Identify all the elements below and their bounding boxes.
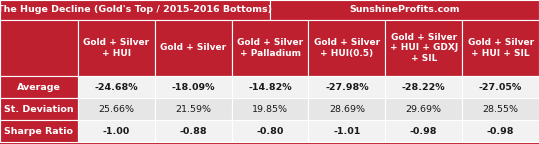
Text: 28.69%: 28.69% [329, 105, 365, 113]
Text: -27.98%: -27.98% [325, 83, 369, 91]
Bar [308, 20, 385, 76]
Text: 28.55%: 28.55% [482, 105, 519, 113]
Bar [462, 98, 539, 120]
Bar [155, 98, 232, 120]
Bar [232, 98, 308, 120]
Bar [462, 120, 539, 142]
Text: 29.69%: 29.69% [406, 105, 442, 113]
Text: Gold + Silver
+ HUI + GDXJ
+ SIL: Gold + Silver + HUI + GDXJ + SIL [390, 33, 458, 62]
Text: -28.22%: -28.22% [402, 83, 446, 91]
Text: -24.68%: -24.68% [95, 83, 138, 91]
Text: -0.98: -0.98 [410, 126, 438, 136]
Bar [78, 76, 155, 98]
Bar [155, 20, 232, 76]
Bar [155, 76, 232, 98]
Text: -1.01: -1.01 [333, 126, 361, 136]
Bar [0, 20, 78, 76]
Bar [308, 98, 385, 120]
Text: Gold + Silver
+ Palladium: Gold + Silver + Palladium [237, 38, 303, 57]
Text: The Huge Decline (Gold's Top / 2015-2016 Bottoms): The Huge Decline (Gold's Top / 2015-2016… [0, 5, 272, 15]
Text: -18.09%: -18.09% [171, 83, 215, 91]
Text: Gold + Silver
+ HUI(0.5): Gold + Silver + HUI(0.5) [314, 38, 380, 57]
Text: Gold + Silver: Gold + Silver [160, 43, 226, 53]
Bar [308, 76, 385, 98]
Bar [385, 76, 462, 98]
Text: Sharpe Ratio: Sharpe Ratio [4, 126, 73, 136]
Bar [270, 0, 539, 20]
Bar [232, 20, 308, 76]
Bar [232, 120, 308, 142]
Bar [232, 76, 308, 98]
Bar [385, 120, 462, 142]
Text: 19.85%: 19.85% [252, 105, 288, 113]
Bar [0, 120, 78, 142]
Text: -0.88: -0.88 [179, 126, 207, 136]
Bar [385, 98, 462, 120]
Bar [0, 0, 270, 20]
Bar [78, 98, 155, 120]
Text: 25.66%: 25.66% [99, 105, 134, 113]
Bar [0, 98, 78, 120]
Text: -14.82%: -14.82% [248, 83, 292, 91]
Text: Gold + Silver
+ HUI: Gold + Silver + HUI [84, 38, 149, 57]
Bar [462, 76, 539, 98]
Text: SunshineProfits.com: SunshineProfits.com [349, 5, 460, 15]
Bar [155, 120, 232, 142]
Bar [78, 120, 155, 142]
Bar [308, 120, 385, 142]
Text: 21.59%: 21.59% [175, 105, 211, 113]
Text: -27.05%: -27.05% [479, 83, 522, 91]
Bar [0, 76, 78, 98]
Bar [385, 20, 462, 76]
Text: -0.98: -0.98 [487, 126, 514, 136]
Text: St. Deviation: St. Deviation [4, 105, 74, 113]
Text: Gold + Silver
+ HUI + SIL: Gold + Silver + HUI + SIL [467, 38, 534, 57]
Text: -1.00: -1.00 [103, 126, 130, 136]
Bar [462, 20, 539, 76]
Bar [78, 20, 155, 76]
Text: -0.80: -0.80 [257, 126, 284, 136]
Text: Average: Average [17, 83, 61, 91]
